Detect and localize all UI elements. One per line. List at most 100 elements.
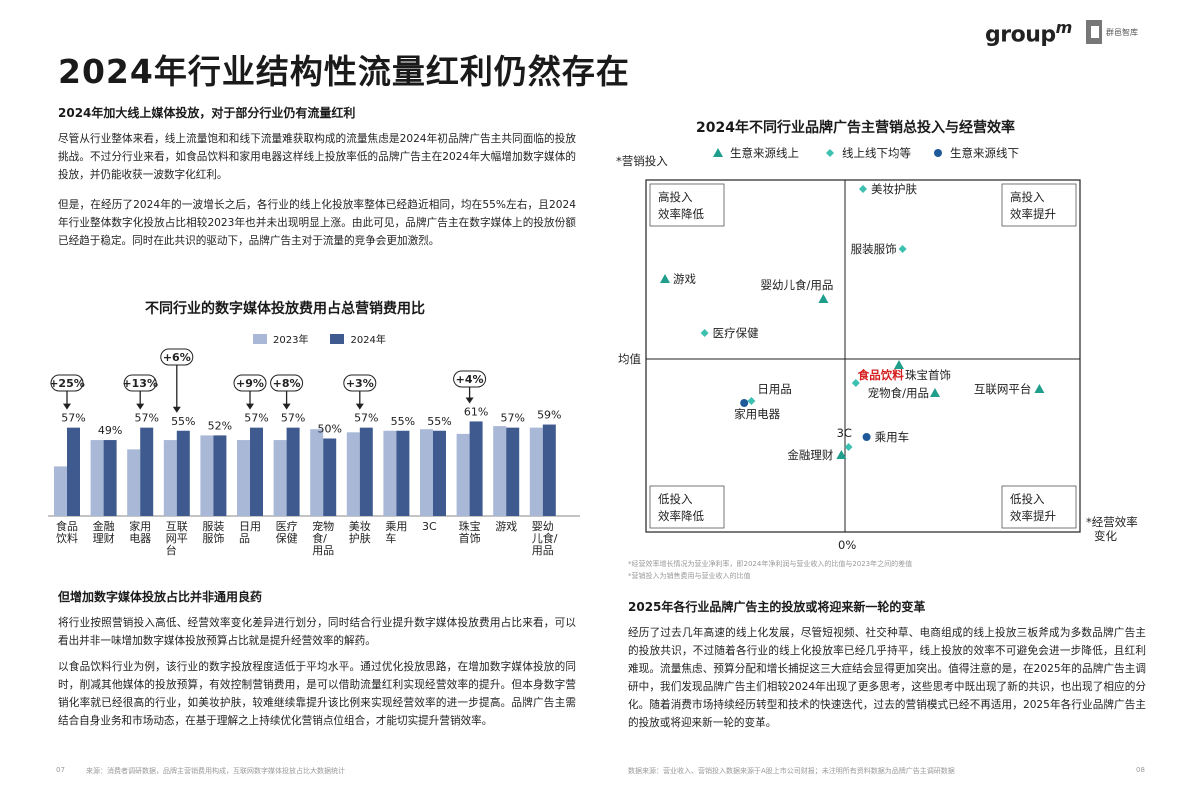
scatter-frame <box>645 179 1081 533</box>
point-label: 医疗保健 <box>713 326 759 340</box>
point-marker-diamond <box>747 397 756 405</box>
left-paragraph-1: 尽管从行业整体来看，线上流量饱和和线下流量难获取构成的流量焦虑是2024年初品牌… <box>58 133 576 181</box>
bar-value-label: 55% <box>171 415 195 428</box>
partner-logo-text: 群邑智库 <box>1106 28 1138 37</box>
bar-category-label: 服装 <box>202 520 224 533</box>
right-page-number: 08 <box>1136 766 1145 774</box>
point-marker-diamond <box>859 185 867 193</box>
point-label: 互联网平台 <box>974 382 1032 396</box>
bar-category-label: 饮料 <box>56 531 78 545</box>
quadrant-box-br <box>1001 485 1077 529</box>
point-label: 金融理财 <box>787 448 833 462</box>
point-marker-triangle <box>930 388 940 397</box>
point-label: 美妆护肤 <box>871 182 917 196</box>
bar-2024 <box>286 427 300 516</box>
point-label: 家用电器 <box>734 407 780 421</box>
point-label: 乘用车 <box>875 430 910 444</box>
left-source-note: 来源：消费者调研数据，品牌主营销费用构成，互联网数字媒体投放占比大数据统计 <box>86 767 345 775</box>
increase-arrow-head <box>63 403 71 410</box>
quadrant-box-tl <box>649 183 725 227</box>
quadrant-label-tl: 高投入 <box>658 190 693 204</box>
bar-value-label: 59% <box>537 409 561 422</box>
y-mid-label: 均值 <box>618 352 641 366</box>
legend-label: 生意来源线上 <box>730 146 799 160</box>
quadrant-label-br: 低投入 <box>1010 492 1045 506</box>
legend-label: 线上线下均等 <box>842 146 911 160</box>
legend-marker-circle <box>934 149 942 157</box>
bar-2024 <box>469 421 483 516</box>
bar-value-label: 55% <box>391 415 415 428</box>
point-marker-diamond <box>851 379 860 387</box>
bar-chart-legend: 2023年 2024年 <box>253 331 386 346</box>
bar-2023 <box>456 433 470 516</box>
point-label: 宠物食/用品 <box>868 386 929 400</box>
increase-label: +13% <box>122 377 158 390</box>
left-page-number: 07 <box>56 766 65 774</box>
bar-2023 <box>383 430 397 516</box>
increase-label: +9% <box>236 377 264 390</box>
legend-marker-diamond <box>826 149 834 157</box>
groupm-logo: groupm <box>985 18 1072 48</box>
bar-2023 <box>273 440 287 516</box>
bar-value-label: 57% <box>281 412 305 425</box>
quadrant-box-tr <box>1001 183 1077 227</box>
bar-category-label: 乘用 <box>385 520 407 533</box>
bar-2024 <box>103 440 117 516</box>
point-label: 游戏 <box>673 272 696 286</box>
bar-2023 <box>237 440 250 516</box>
point-marker-diamond <box>898 245 907 253</box>
quadrant-label-tr: 高投入 <box>1010 190 1045 204</box>
scatter-title: 2024年不同行业品牌广告主营销总投入与经营效率 <box>696 120 1015 136</box>
left-paragraph-2: 但是，在经历了2024年的一波增长之后，各行业的线上化投放率整体已经趋近相同，均… <box>58 199 576 247</box>
point-marker-circle <box>740 399 749 407</box>
bar-chart: 57% 食品饮料 49% 金融理财 57% 家用电器 55% 互联网平台 52% 服装服饰 57% 日… <box>48 348 580 557</box>
right-subheading: 2025年各行业品牌广告主的投放或将迎来新一轮的变革 <box>628 600 926 614</box>
point-marker-diamond <box>700 329 709 337</box>
increase-label: +6% <box>163 351 191 364</box>
point-label: 婴幼儿食/用品 <box>761 278 834 292</box>
x-axis-label: *经营效率 <box>1086 515 1138 529</box>
bar-category-label: 3C <box>422 520 437 533</box>
legend-2024-label: 2024年 <box>350 335 386 346</box>
point-label: 服装服饰 <box>851 242 897 256</box>
page-title: 2024年行业结构性流量红利仍然存在 <box>58 52 630 91</box>
bar-category-label: 金融 <box>93 519 115 533</box>
left-paragraph-3: 将行业按照营销投入高低、经营效率变化差异进行划分，同时结合行业提升数字媒体投放费… <box>58 617 576 647</box>
bar-2023 <box>90 440 104 516</box>
bar-category-label: 首饰 <box>459 531 481 545</box>
increase-label: +25% <box>49 377 85 390</box>
bar-2024 <box>176 430 190 516</box>
bar-value-label: 55% <box>427 415 451 428</box>
bar-category-label: 车 <box>385 531 396 545</box>
bar-2024 <box>67 427 80 516</box>
bar-2024 <box>542 424 556 516</box>
bar-category-label: 护肤 <box>349 531 371 545</box>
bar-category-label: 服饰 <box>202 531 224 545</box>
bar-category-label: 理财 <box>93 531 115 545</box>
point-marker-circle <box>862 433 871 441</box>
bar-category-label: 医疗 <box>276 519 298 533</box>
bar-2023 <box>127 449 141 516</box>
point-label: 食品饮料 <box>858 368 904 382</box>
bar-2023 <box>54 466 67 516</box>
x-mid-label: 0% <box>838 538 856 550</box>
increase-arrow-head <box>136 403 145 410</box>
bar-category-label: 食品 <box>56 519 78 533</box>
quadrant-box-bl <box>649 485 725 529</box>
increase-arrow-head <box>172 406 181 413</box>
point-label: 珠宝首饰 <box>905 368 951 382</box>
point-marker-triangle <box>660 274 670 283</box>
bar-category-label: 网平 <box>166 532 188 545</box>
right-paragraph: 经历了过去几年高速的线上化发展，尽管短视频、社交种草、电商组成的线上投放三板斧成… <box>628 627 1146 729</box>
increase-label: +8% <box>273 377 301 390</box>
bar-category-label: 婴幼 <box>532 520 554 533</box>
bar-value-label: 57% <box>354 412 378 425</box>
bar-category-label: 美妆 <box>349 520 371 533</box>
increase-arrow-head <box>465 397 474 404</box>
bar-value-label: 57% <box>61 412 85 425</box>
bar-value-label: 57% <box>244 412 268 425</box>
scatter-note-2: *营销投入为销售费用与营业收入的比值 <box>628 572 751 580</box>
bar-value-label: 52% <box>208 419 232 432</box>
bar-category-label: 宠物 <box>312 519 334 533</box>
